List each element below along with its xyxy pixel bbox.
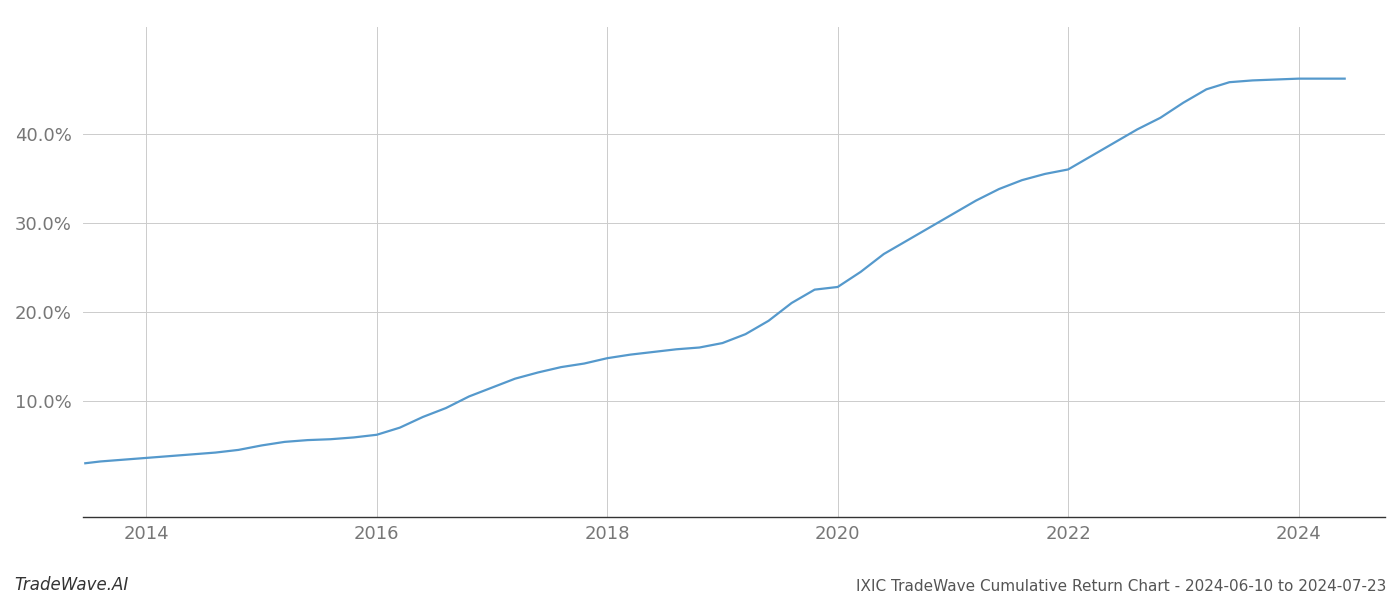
Text: IXIC TradeWave Cumulative Return Chart - 2024-06-10 to 2024-07-23: IXIC TradeWave Cumulative Return Chart -… [855, 579, 1386, 594]
Text: TradeWave.AI: TradeWave.AI [14, 576, 129, 594]
